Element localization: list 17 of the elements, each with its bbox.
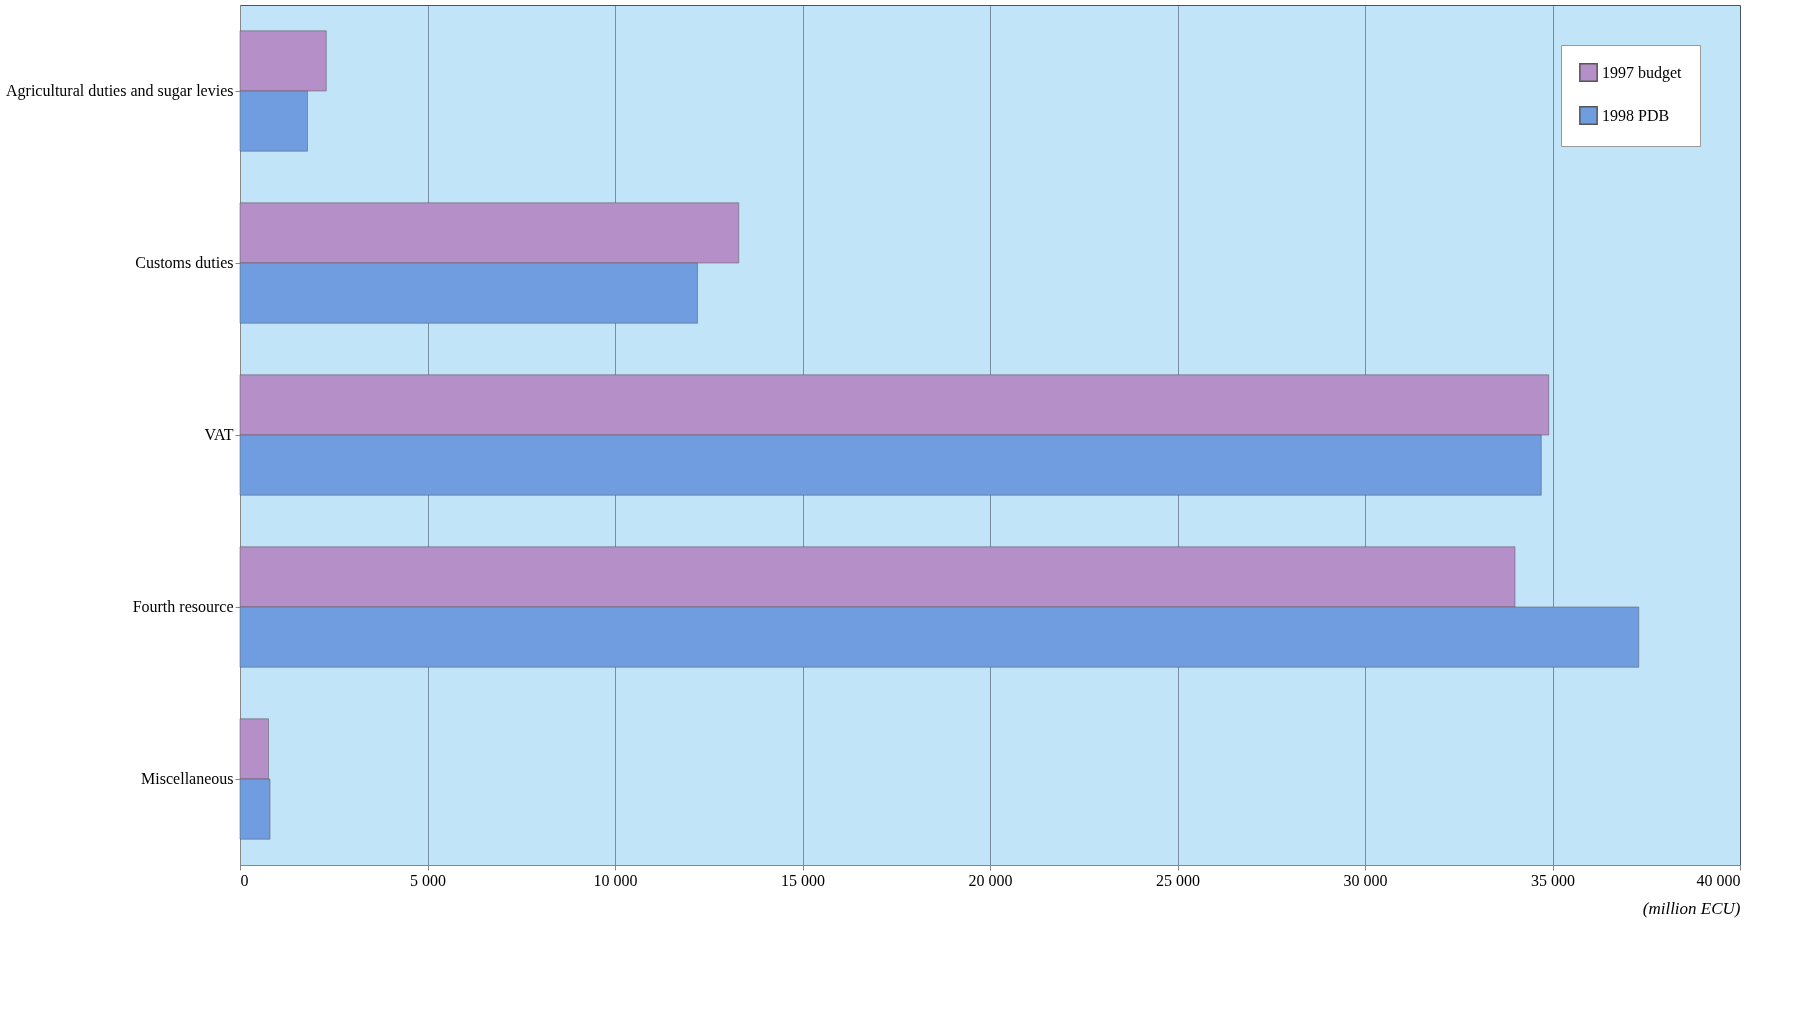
- x-tick-label: 5 000: [410, 871, 446, 889]
- legend-label: 1997 budget: [1602, 63, 1683, 82]
- y-tick-label: Miscellaneous: [141, 770, 234, 787]
- x-axis-title: (million ECU): [1642, 898, 1741, 918]
- x-tick-label: 30 000: [1343, 871, 1388, 889]
- x-tick-label: 20 000: [968, 871, 1013, 889]
- legend-label: 1998 PDB: [1602, 106, 1670, 124]
- x-tick-label: 35 000: [1531, 871, 1575, 889]
- x-tick-label: 15 000: [781, 871, 825, 889]
- x-tick-label: 10 000: [593, 871, 638, 889]
- y-tick-label: Customs duties: [135, 254, 234, 271]
- y-tick-label: Fourth resource: [132, 598, 234, 615]
- y-tick-label: VAT: [204, 426, 234, 443]
- x-tick-label: 25 000: [1156, 871, 1200, 889]
- y-tick-label: Agricultural duties and sugar levies: [6, 82, 234, 100]
- x-tick-label: 0: [240, 871, 249, 889]
- x-tick-label: 40 000: [1696, 871, 1741, 889]
